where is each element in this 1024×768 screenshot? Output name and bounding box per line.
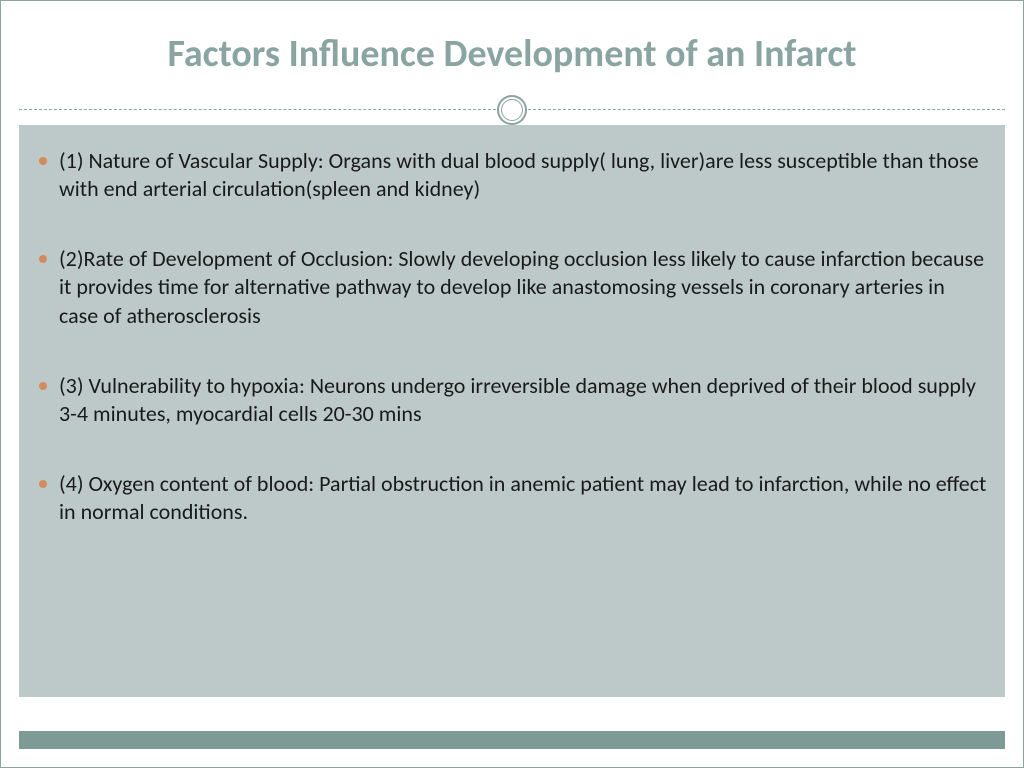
bullet-item: (1) Nature of Vascular Supply: Organs wi… — [37, 147, 987, 203]
bullet-dot-icon — [39, 157, 47, 165]
slide-title: Factors Influence Development of an Infa… — [41, 31, 983, 77]
slide-body: (1) Nature of Vascular Supply: Organs wi… — [19, 125, 1005, 697]
bullet-text: (2)Rate of Development of Occlusion: Slo… — [59, 245, 984, 328]
bullet-text: (1) Nature of Vascular Supply: Organs wi… — [59, 147, 979, 202]
bullet-item: (4) Oxygen content of blood: Partial obs… — [37, 470, 987, 526]
slide-container: Factors Influence Development of an Infa… — [0, 0, 1024, 768]
divider — [19, 95, 1005, 125]
slide-header: Factors Influence Development of an Infa… — [1, 1, 1023, 95]
bullet-dot-icon — [39, 382, 47, 390]
bullet-text: (3) Vulnerability to hypoxia: Neurons un… — [59, 372, 976, 427]
bullet-dot-icon — [39, 255, 47, 263]
bullet-text: (4) Oxygen content of blood: Partial obs… — [59, 470, 986, 525]
circle-ornament-icon — [497, 95, 527, 125]
bullet-dot-icon — [39, 480, 47, 488]
footer-bar — [19, 731, 1005, 749]
bullet-item: (3) Vulnerability to hypoxia: Neurons un… — [37, 372, 987, 428]
bullet-item: (2)Rate of Development of Occlusion: Slo… — [37, 245, 987, 329]
